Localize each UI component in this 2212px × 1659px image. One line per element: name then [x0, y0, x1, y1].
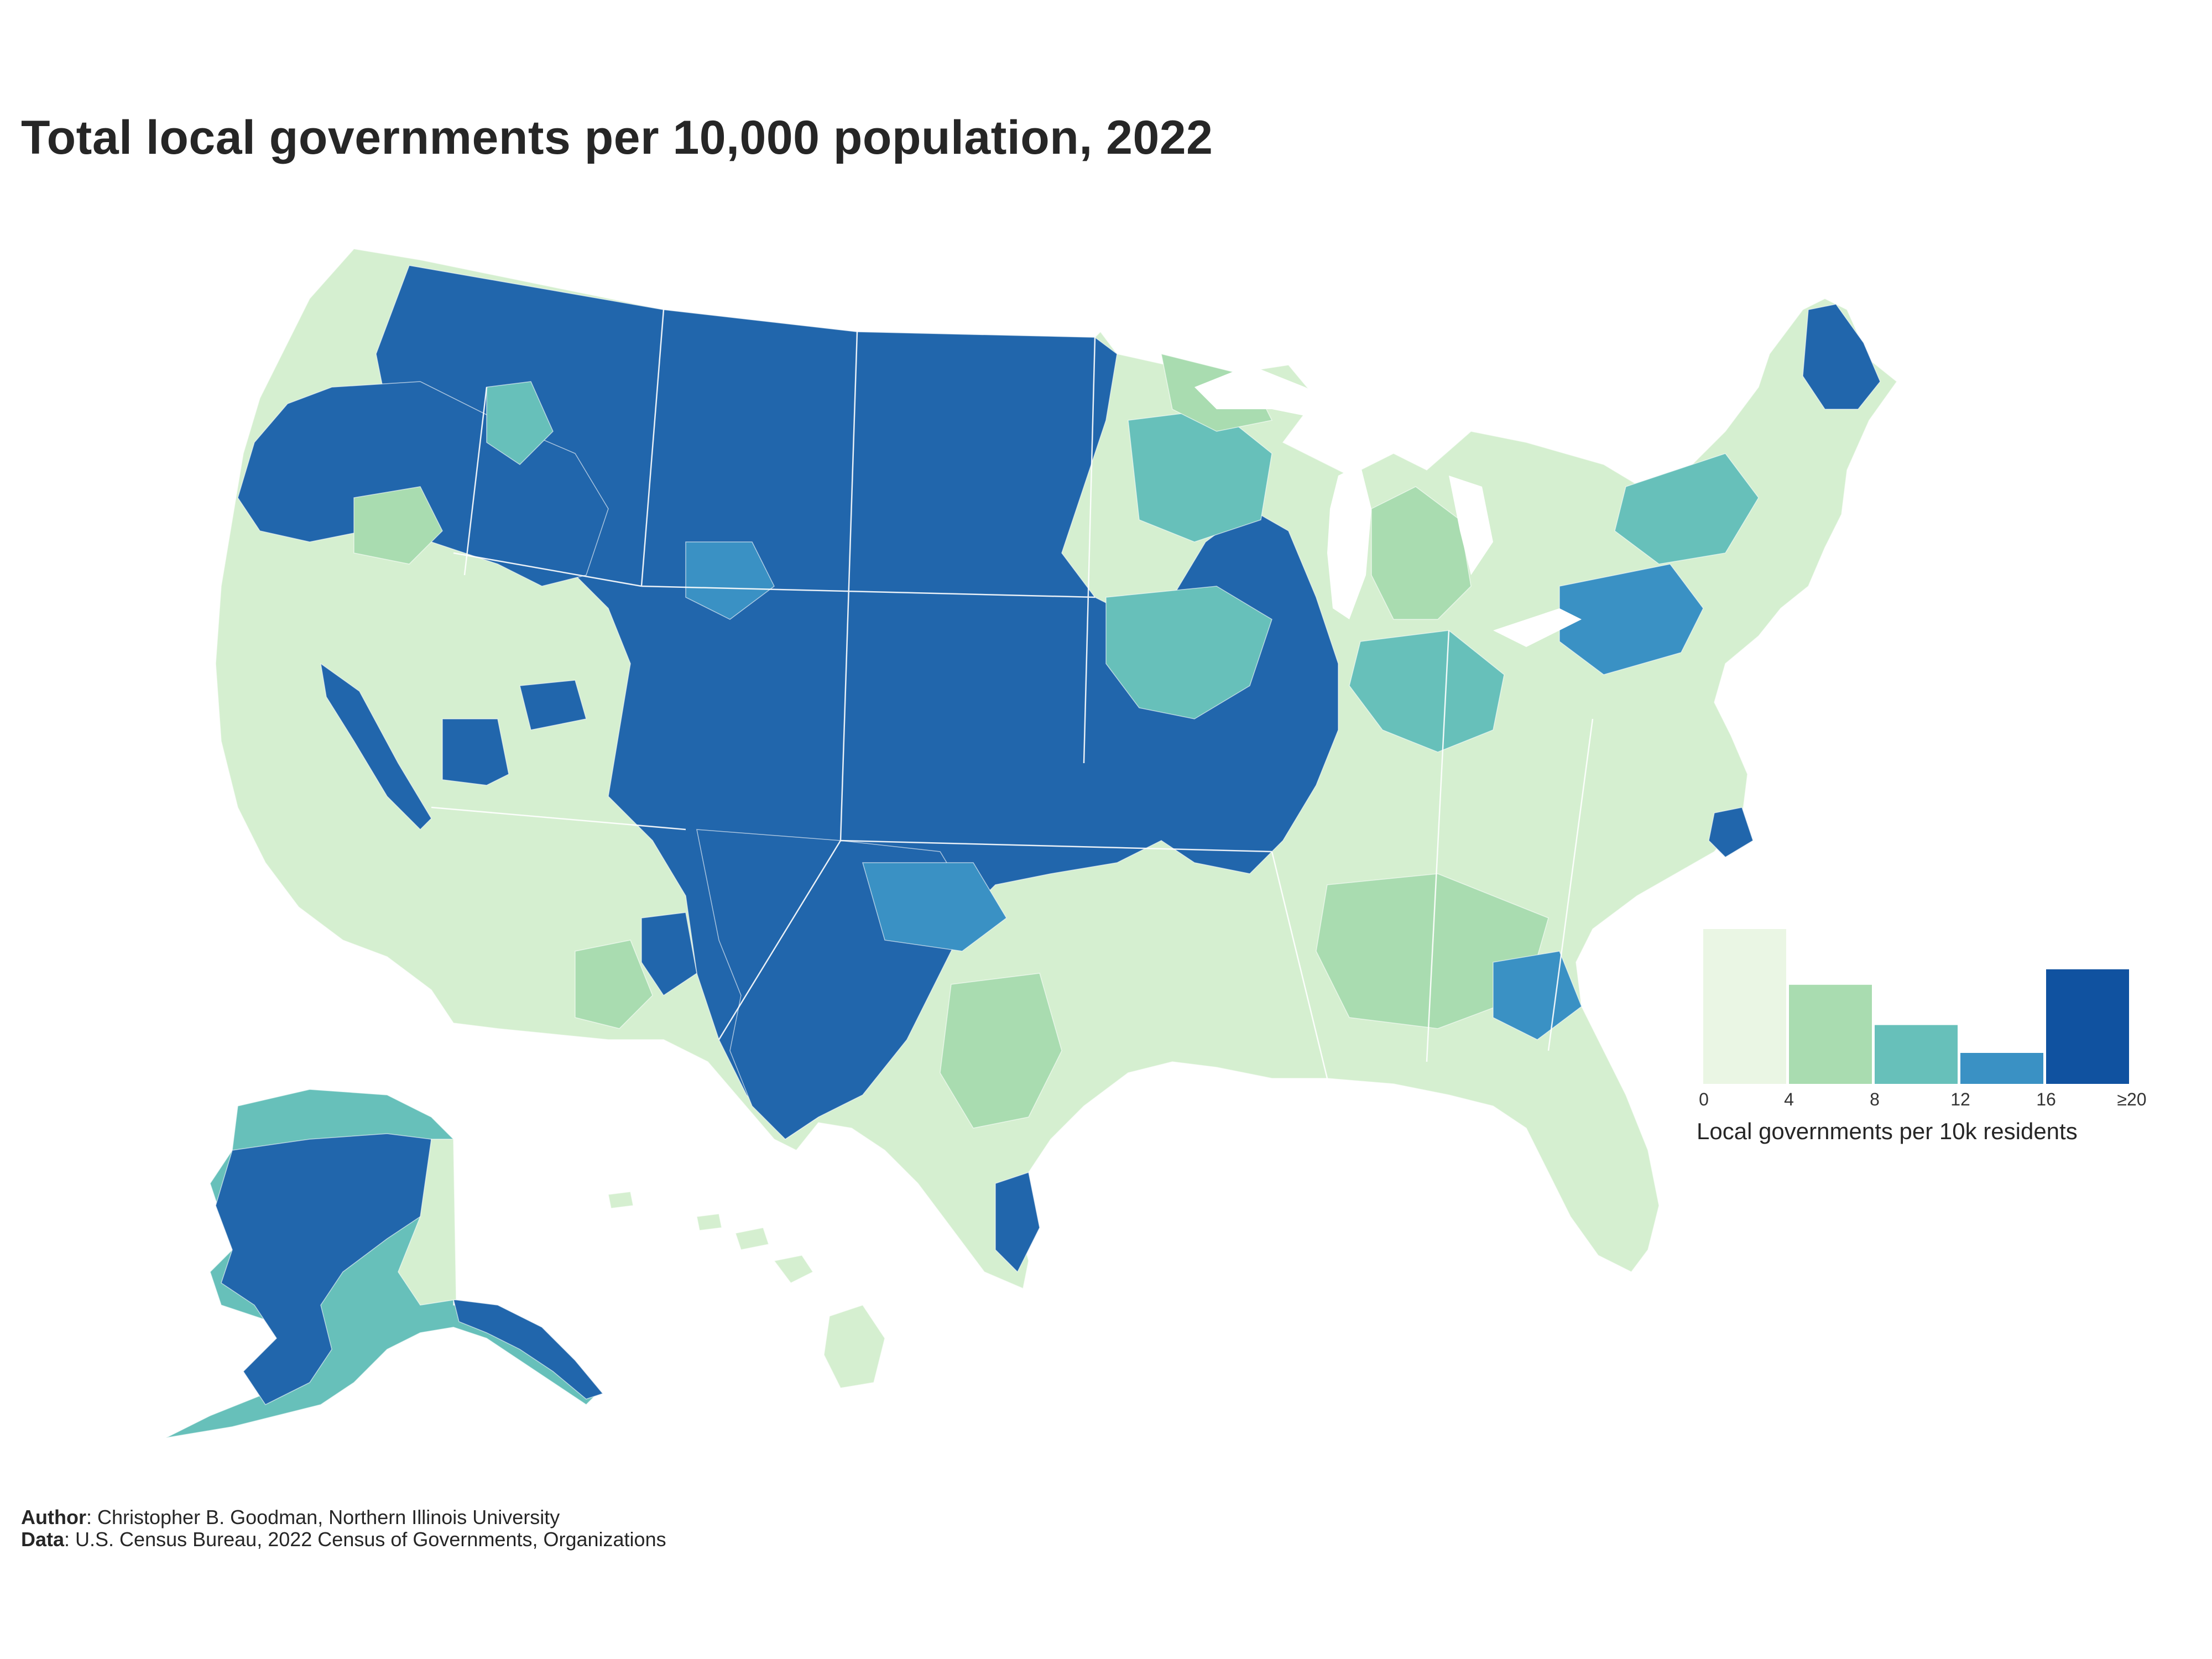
hawaii-island-2 [773, 1255, 814, 1284]
legend-tick-0: 0 [1699, 1089, 1709, 1109]
legend-tick-1: 4 [1784, 1089, 1794, 1109]
legend-tick-5: ≥20 [2117, 1089, 2147, 1109]
data-text: : U.S. Census Bureau, 2022 Census of Gov… [64, 1528, 666, 1551]
region-idaho-teal [486, 381, 554, 465]
legend-tick-4: 16 [2036, 1089, 2056, 1109]
region-nm-dark [641, 912, 697, 997]
legend-title: Local governments per 10k residents [1697, 1118, 2078, 1144]
map-title: Total local governments per 10,000 popul… [21, 111, 1213, 164]
lake-huron [1449, 476, 1493, 575]
hawaii-island-4 [696, 1213, 722, 1231]
lake-michigan [1327, 465, 1371, 619]
region-nc-dark [1708, 807, 1754, 858]
legend-bar-3 [1960, 1053, 2043, 1084]
author-label: Author [21, 1506, 86, 1528]
legend-histogram [1703, 929, 2129, 1084]
region-maine-dark [1802, 304, 1881, 410]
author-text: : Christopher B. Goodman, Northern Illin… [86, 1506, 560, 1528]
legend-tick-2: 8 [1870, 1089, 1880, 1109]
region-oregon-green [353, 486, 443, 565]
alaska-panhandle [453, 1299, 604, 1400]
hawaii-island-3 [735, 1227, 769, 1250]
legend-bar-1 [1789, 984, 1872, 1084]
region-oklahoma-teal [862, 862, 1007, 952]
hawaii-island-5 [608, 1191, 634, 1209]
author-line: Author: Christopher B. Goodman, Northern… [21, 1506, 666, 1528]
data-label: Data [21, 1528, 65, 1551]
region-wyoming-teal [685, 541, 775, 620]
state-boundaries [431, 309, 1594, 1079]
region-ohio-teal [1349, 630, 1505, 753]
region-arizona-green [575, 940, 653, 1029]
region-plains-dark [375, 265, 1339, 1140]
region-nevada-dark [320, 662, 432, 831]
region-utah-dark-2 [519, 680, 587, 731]
alaska-east-green [398, 1139, 457, 1306]
legend-bar-2 [1875, 1025, 1958, 1084]
hawaii-island-1 [823, 1305, 885, 1389]
region-pa-teal [1559, 564, 1704, 675]
region-georgia-teal [1493, 951, 1582, 1040]
region-utah-dark [442, 718, 509, 786]
data-line: Data: U.S. Census Bureau, 2022 Census of… [21, 1528, 666, 1551]
region-michigan-green [1371, 486, 1472, 620]
legend-bar-0 [1703, 929, 1786, 1084]
legend-bar-4 [2046, 969, 2129, 1084]
region-east-texas-green [940, 973, 1062, 1129]
lake-erie [1493, 608, 1582, 647]
region-midwest-teal [1105, 586, 1272, 719]
region-ny-teal [1614, 453, 1759, 565]
alaska-dark [215, 1133, 437, 1405]
credits: Author: Christopher B. Goodman, Northern… [21, 1506, 666, 1551]
lake-superior [1194, 365, 1349, 420]
region-gulf-dark [995, 1172, 1040, 1273]
legend-tick-3: 12 [1950, 1089, 1970, 1109]
